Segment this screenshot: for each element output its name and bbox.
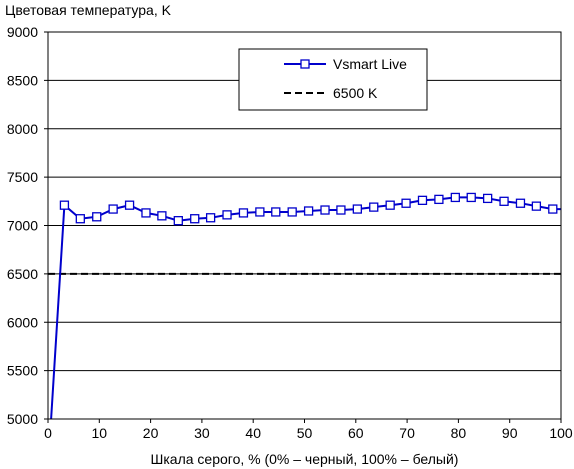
data-point bbox=[531, 201, 542, 211]
data-point bbox=[450, 192, 460, 203]
data-point bbox=[401, 198, 411, 208]
data-point bbox=[417, 195, 428, 205]
y-tick-label-6000: 6000 bbox=[7, 314, 38, 330]
y-tick-label-8000: 8000 bbox=[7, 121, 38, 137]
legend-label-vsmart-live: Vsmart Live bbox=[333, 56, 407, 72]
y-tick-label-7500: 7500 bbox=[7, 169, 38, 185]
data-point bbox=[173, 216, 183, 226]
x-tick-label-30: 30 bbox=[194, 425, 210, 441]
x-tick-label-90: 90 bbox=[502, 425, 518, 441]
axis-ticks: 5000 5500 6000 6500 7000 7500 8000 8500 9000 0 10 2… bbox=[7, 24, 573, 441]
data-point bbox=[238, 208, 249, 218]
x-tick-label-70: 70 bbox=[399, 425, 415, 441]
data-point bbox=[222, 210, 232, 220]
data-point bbox=[499, 196, 509, 206]
y-tick-label-5000: 5000 bbox=[7, 411, 38, 427]
data-point bbox=[352, 204, 362, 214]
data-point bbox=[124, 200, 135, 210]
data-point bbox=[369, 202, 379, 212]
data-point bbox=[255, 207, 265, 217]
data-point bbox=[466, 192, 476, 203]
series-line-vsmart-live bbox=[50, 196, 561, 420]
data-point bbox=[190, 214, 200, 224]
x-tick-label-20: 20 bbox=[143, 425, 159, 441]
data-point bbox=[108, 204, 118, 214]
data-point bbox=[59, 200, 70, 210]
y-tick-label-9000: 9000 bbox=[7, 24, 38, 40]
series-layer bbox=[48, 192, 561, 420]
data-point bbox=[320, 205, 330, 215]
x-tick-label-100: 100 bbox=[549, 425, 573, 441]
data-point bbox=[92, 212, 102, 222]
data-point bbox=[205, 213, 216, 223]
data-point bbox=[157, 211, 167, 221]
x-tick-label-80: 80 bbox=[451, 425, 467, 441]
x-tick-label-60: 60 bbox=[348, 425, 364, 441]
x-tick-label-0: 0 bbox=[44, 425, 52, 441]
legend-box bbox=[238, 48, 428, 111]
data-point bbox=[336, 205, 346, 215]
data-point bbox=[271, 207, 281, 217]
data-point bbox=[548, 204, 558, 214]
data-point bbox=[482, 193, 493, 204]
y-tick-label-5500: 5500 bbox=[7, 363, 38, 379]
data-point bbox=[303, 206, 314, 216]
x-tick-label-40: 40 bbox=[245, 425, 261, 441]
y-tick-label-8500: 8500 bbox=[7, 72, 38, 88]
x-axis-label: Шкала серого, % (0% – черный, 100% – бел… bbox=[151, 451, 459, 467]
data-point bbox=[141, 208, 151, 218]
legend-label-6500k: 6500 K bbox=[333, 85, 378, 101]
x-tick-label-50: 50 bbox=[297, 425, 313, 441]
x-tick-label-10: 10 bbox=[92, 425, 108, 441]
data-point bbox=[287, 207, 297, 217]
legend-marker-vsmart-live bbox=[300, 59, 310, 69]
chart-title: Цветовая температура, K bbox=[5, 2, 172, 18]
legend: Vsmart Live 6500 K bbox=[238, 48, 428, 111]
data-point bbox=[515, 198, 526, 208]
data-point bbox=[434, 194, 444, 205]
y-tick-label-7000: 7000 bbox=[7, 218, 38, 234]
data-point bbox=[385, 200, 395, 210]
y-tick-label-6500: 6500 bbox=[7, 266, 38, 282]
data-point bbox=[75, 214, 85, 224]
